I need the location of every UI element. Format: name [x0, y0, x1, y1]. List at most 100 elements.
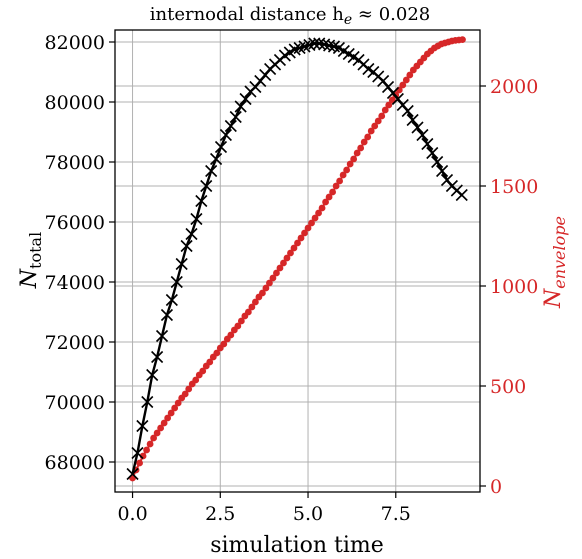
left-series-point	[411, 121, 424, 134]
right-series-point	[266, 279, 273, 287]
y-left-tick-label: 80000	[45, 92, 105, 114]
y-right-tick-label: 2000	[490, 76, 538, 98]
right-series-point	[136, 459, 143, 467]
right-series-point	[167, 409, 175, 417]
left-series-point	[431, 155, 444, 169]
y-left-tick-label: 82000	[45, 32, 105, 54]
right-series	[129, 36, 466, 482]
left-series-point	[155, 329, 169, 343]
right-series-point	[143, 446, 150, 454]
right-series-point	[146, 440, 154, 448]
y-right-ticks: 0 500 1000 1500 2000	[480, 76, 538, 498]
right-series-point	[406, 71, 414, 79]
right-series-point	[273, 269, 280, 277]
right-series-point	[192, 376, 200, 384]
left-series-point	[126, 467, 139, 481]
right-series-point	[174, 399, 182, 407]
right-series-point	[164, 414, 172, 422]
y-left-tick-label: 76000	[45, 212, 105, 234]
left-series-point	[185, 227, 198, 241]
left-series-point	[160, 308, 174, 322]
right-series-point	[287, 249, 294, 257]
left-series-point	[200, 179, 213, 193]
left-series-point	[323, 39, 336, 52]
right-series-point	[399, 81, 407, 89]
right-series-point	[311, 214, 319, 222]
left-series-point	[170, 275, 183, 289]
left-series-point	[131, 446, 144, 460]
chart-title: internodal distance he ≈ 0.028	[150, 4, 430, 28]
right-series-point	[294, 239, 301, 247]
right-series-point	[150, 434, 158, 442]
right-series-point	[153, 429, 161, 437]
left-series-point	[234, 100, 247, 113]
right-series-point	[346, 160, 354, 168]
left-series-point	[318, 38, 331, 51]
y-left-axis-label: Ntotal	[17, 232, 45, 289]
x-tick-label: 2.5	[205, 503, 235, 525]
left-series-line	[131, 42, 463, 475]
left-series-point	[175, 257, 188, 271]
left-series-point	[141, 395, 154, 409]
right-series-point	[332, 182, 340, 190]
right-series-point	[378, 112, 386, 120]
right-series-point	[237, 317, 245, 325]
x-axis-label: simulation time	[210, 533, 384, 558]
right-series-point	[185, 385, 193, 393]
left-series-point	[313, 37, 326, 50]
y-right-tick-label: 1500	[490, 176, 538, 198]
y-left-tick-label: 68000	[45, 452, 105, 474]
right-series-point	[199, 367, 207, 375]
left-series-point	[210, 152, 223, 166]
right-series-point	[371, 122, 379, 130]
right-series-point	[308, 219, 315, 227]
left-series-point	[190, 212, 203, 226]
x-ticks: 0.0 2.5 5.0 7.5	[117, 492, 411, 525]
right-series-point	[367, 127, 375, 135]
left-series	[126, 37, 468, 481]
right-series-point	[385, 101, 393, 109]
right-series-point	[160, 419, 168, 427]
title-subscript: e	[344, 12, 352, 28]
x-tick-label: 0.0	[117, 503, 147, 525]
right-series-point	[220, 340, 228, 348]
right-series-point	[276, 264, 284, 272]
left-series-point	[416, 128, 429, 142]
right-series-point	[280, 259, 287, 267]
left-series-point	[151, 350, 164, 364]
right-series-point	[374, 117, 382, 125]
right-series-point	[171, 404, 179, 412]
right-series-point	[381, 106, 389, 114]
left-series-point	[436, 164, 449, 178]
y-right-axis-label: Nenvelope	[541, 216, 569, 309]
right-series-point	[301, 229, 308, 237]
right-series-point	[251, 298, 259, 306]
left-series-point	[224, 119, 237, 133]
left-series-point	[426, 146, 439, 160]
y-right-tick-label: 0	[490, 476, 502, 498]
right-series-point	[402, 76, 410, 84]
right-series-point	[322, 198, 329, 206]
left-series-point	[180, 239, 193, 253]
right-series-point	[364, 133, 372, 141]
grid-lines	[115, 30, 480, 492]
plot-frame	[114, 29, 481, 493]
right-series-point	[297, 234, 305, 242]
right-series-point	[329, 188, 336, 196]
x-tick-label: 7.5	[381, 503, 411, 525]
right-series-point	[157, 424, 165, 432]
right-series-point	[343, 166, 351, 174]
left-series-point	[146, 368, 159, 382]
right-series-point	[388, 96, 396, 104]
right-series-point	[325, 193, 333, 201]
right-series-point	[290, 244, 298, 252]
right-series-point	[357, 144, 365, 152]
y-left-tick-label: 72000	[45, 332, 105, 354]
y-right-tick-label: 500	[490, 376, 526, 398]
x-tick-label: 5.0	[293, 503, 323, 525]
right-series-point	[459, 36, 466, 43]
right-series-point	[318, 204, 326, 212]
left-series-point	[136, 419, 149, 433]
left-series-point	[229, 110, 242, 124]
